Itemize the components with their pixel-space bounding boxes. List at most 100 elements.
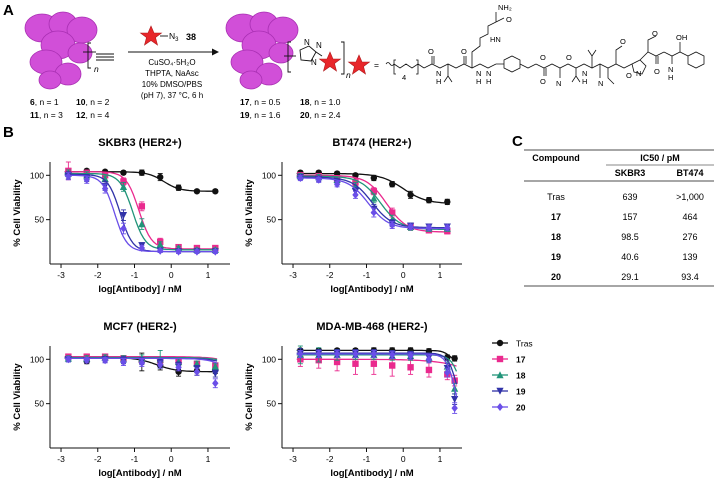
data-point — [444, 223, 451, 232]
x-axis-label: log[Antibody] / nM — [98, 284, 181, 295]
table-header-compound: Compound — [532, 153, 580, 163]
series-19 — [296, 348, 459, 405]
plot-1: SKBR3 (HER2+) -3 -2 -1 0 1 50 100 log[Antibody] … — [12, 137, 230, 295]
panel-label-a: A — [3, 2, 14, 19]
x-tick-label: 0 — [401, 270, 406, 280]
prod-label-17: 17, n = 0.5 — [240, 97, 281, 107]
reaction-arrow — [128, 48, 219, 56]
atom-o-3: O — [506, 15, 512, 24]
fit-curve — [64, 171, 218, 250]
cell-compound: 20 — [551, 272, 561, 282]
atom-o-10: O — [654, 67, 660, 76]
x-tick-label: -2 — [94, 270, 102, 280]
payload-structure — [385, 12, 705, 85]
x-tick-label: 1 — [438, 454, 443, 464]
plot-title: MCF7 (HER2-) — [103, 321, 177, 333]
prod-label-20: 20, n = 2.4 — [300, 110, 341, 120]
atom-n-7: N — [636, 69, 641, 78]
x-tick-label: -2 — [94, 454, 102, 464]
legend-label: 17 — [516, 355, 526, 365]
data-point — [352, 349, 359, 358]
cell-bt474: 276 — [682, 232, 697, 242]
antibody-icon-product — [225, 11, 299, 90]
reagent-38: N3 38 — [139, 25, 196, 46]
atom-h-3: H — [486, 77, 491, 86]
x-tick-label: 0 — [169, 270, 174, 280]
table-row: Tras 639 >1,000 — [547, 192, 704, 202]
x-tick-label: -2 — [326, 454, 334, 464]
triazole-n3: N — [311, 58, 317, 67]
data-point — [370, 194, 378, 202]
fit-curve — [64, 174, 218, 253]
cell-compound: Tras — [547, 192, 565, 202]
subscript-n-start: n — [94, 64, 99, 74]
data-point — [297, 349, 304, 358]
data-point — [389, 350, 396, 359]
data-point — [425, 366, 433, 374]
data-point — [389, 209, 396, 216]
data-point — [138, 244, 146, 253]
y-tick-label: 100 — [30, 170, 44, 180]
table-row: 19 40.6 139 — [551, 252, 698, 262]
sm-label-10: 10, n = 2 — [76, 97, 110, 107]
y-axis-label: % Cell Viability — [12, 179, 23, 247]
data-point — [175, 247, 182, 256]
x-tick-label: -3 — [57, 454, 65, 464]
series-20 — [64, 355, 219, 389]
panel-label-b: B — [3, 124, 14, 141]
bracket-product — [341, 41, 345, 75]
data-point — [65, 172, 72, 181]
atom-n-6: N — [598, 79, 603, 88]
atom-n-2: N — [476, 69, 481, 78]
cell-skbr3: 98.5 — [621, 232, 639, 242]
data-point — [315, 349, 322, 358]
data-point — [193, 247, 201, 256]
data-point — [297, 173, 304, 182]
atom-n-4: N — [556, 79, 561, 88]
plot-2: BT474 (HER2+) -3 -2 -1 0 1 50 100 log[Antibody] … — [244, 137, 462, 295]
x-tick-label: 1 — [438, 270, 443, 280]
atom-h-1: H — [436, 77, 441, 86]
svg-text:N3: N3 — [169, 31, 179, 43]
x-tick-label: 1 — [206, 270, 211, 280]
plots: SKBR3 (HER2+)-3 -2 -1 0 150100log[Antibody] … — [12, 137, 462, 479]
data-point — [211, 362, 219, 370]
data-point — [315, 175, 322, 184]
fit-curve — [296, 352, 458, 385]
cell-bt474: >1,000 — [676, 192, 704, 202]
data-point — [370, 208, 378, 217]
cell-skbr3: 639 — [622, 192, 637, 202]
data-point — [451, 404, 458, 413]
atom-h-2: H — [476, 77, 481, 86]
data-point — [120, 178, 127, 185]
series-20 — [296, 173, 451, 232]
x-tick-label: -1 — [363, 454, 371, 464]
y-axis-label: % Cell Viability — [244, 179, 255, 247]
data-point — [352, 190, 359, 199]
data-point — [333, 358, 341, 366]
subscript-n-product: n — [346, 70, 351, 80]
table-body: Tras 639 >1,000 17 157 464 18 98.5 276 19 40.6 139 2… — [547, 192, 704, 282]
sm-label-11: 11, n = 3 — [30, 110, 63, 120]
star-icon-payload — [347, 54, 371, 75]
atom-o-6: O — [566, 53, 572, 62]
prod-label-19: 19, n = 1.6 — [240, 110, 281, 120]
x-tick-label: -3 — [289, 454, 297, 464]
atom-h-5: H — [582, 77, 587, 86]
data-point — [407, 351, 414, 360]
legend-label: 19 — [516, 387, 526, 397]
fit-curve — [296, 174, 450, 233]
data-point — [101, 184, 109, 193]
condition-2: THPTA, NaAsc — [145, 69, 199, 78]
plot-4: MDA-MB-468 (HER2-) -3 -2 -1 0 1 50 100 log[Antib… — [244, 321, 462, 479]
reagent-number: 38 — [186, 32, 196, 42]
star-icon — [139, 25, 163, 46]
legend-marker — [496, 355, 504, 363]
table-row: 20 29.1 93.4 — [551, 272, 699, 282]
data-point — [370, 174, 378, 182]
data-point — [175, 184, 182, 191]
data-point — [138, 203, 146, 210]
cell-bt474: 464 — [682, 212, 697, 222]
atom-o-9: O — [652, 29, 658, 38]
table-subheader-skbr3: SKBR3 — [615, 168, 646, 178]
